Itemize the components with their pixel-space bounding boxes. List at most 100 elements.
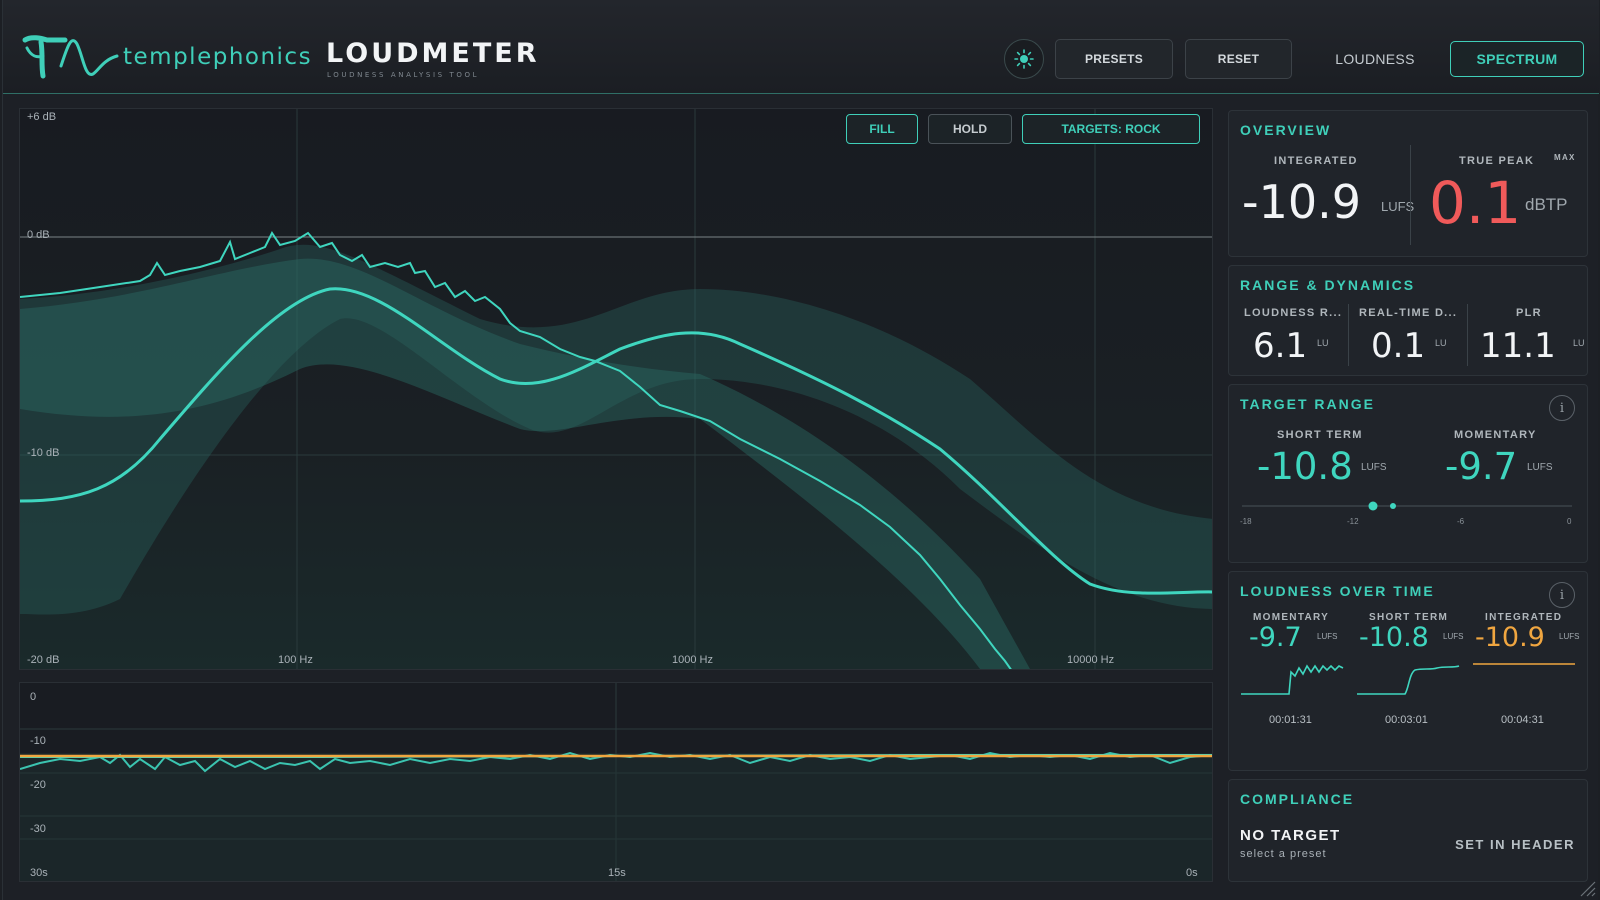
overview-divider [1410,145,1411,245]
true-peak-max-badge: MAX [1554,153,1576,162]
momentary-marker [1390,503,1396,509]
y-label-minus20: -20 dB [27,654,60,666]
lot-momentary-time: 00:01:31 [1269,714,1312,726]
x-label-10000hz: 10000 Hz [1067,654,1115,666]
target-curve [20,287,1212,595]
y-label-0db: 0 dB [27,229,50,241]
lot-short-term-label: SHORT TERM [1369,612,1449,623]
y-label-minus10: -10 dB [27,447,60,459]
lot-integrated-label: INTEGRATED [1485,612,1563,623]
momentary-unit: LUFS [1527,462,1553,473]
history-y-minus20: -20 [30,779,46,791]
target-inner-band [20,258,1030,669]
target-range-card: TARGET RANGE i SHORT TERM -10.8 LUFS MOM… [1228,384,1588,563]
lot-integrated-time: 00:04:31 [1501,714,1544,726]
momentary-history-line [20,751,1212,773]
realtime-dynamics-unit: LU [1435,338,1447,348]
info-icon: i [1559,587,1565,603]
history-y-0: 0 [30,691,37,703]
loudness-over-time-card: LOUDNESS OVER TIME i MOMENTARY -9.7 LUFS… [1228,571,1588,771]
target-range-info-button[interactable]: i [1549,395,1575,421]
loudness-over-time-title: LOUDNESS OVER TIME [1240,583,1435,599]
short-term-marker [1368,501,1378,511]
reset-button[interactable]: RESET [1185,39,1292,79]
x-label-100hz: 100 Hz [278,654,313,666]
scale-minus6: -6 [1457,517,1465,526]
fill-button[interactable]: FILL [846,114,918,144]
spectrum-analyzer[interactable]: +6 dB 0 dB -10 dB -20 dB 100 Hz 1000 Hz … [19,108,1213,670]
lot-momentary-value: -9.7 [1249,622,1302,653]
lot-momentary-unit: LUFS [1317,632,1338,641]
short-term-unit: LUFS [1361,462,1387,473]
range-dynamics-card: RANGE & DYNAMICS LOUDNESS R... 6.1 LU RE… [1228,265,1588,376]
product-title: LOUDMETER [326,38,540,69]
compliance-card: COMPLIANCE NO TARGET select a preset SET… [1228,779,1588,882]
integrated-unit: LUFS [1381,199,1415,214]
product-subtitle: LOUDNESS ANALYSIS TOOL [327,71,480,79]
lot-integrated-value: -10.9 [1475,622,1545,653]
scale-0: 0 [1567,517,1572,526]
true-peak-label: TRUE PEAK [1459,155,1535,167]
history-x-15s: 15s [608,867,626,879]
compliance-hint: select a preset [1240,848,1327,860]
integrated-sparkline [1473,663,1575,665]
tab-loudness[interactable]: LOUDNESS [1335,51,1415,67]
measured-spectrum-line [20,231,1012,669]
resize-grip-icon[interactable] [1577,878,1597,898]
plr-value: 11.1 [1480,326,1556,366]
history-x-0s: 0s [1186,867,1198,879]
loudness-over-time-info-button[interactable]: i [1549,582,1575,608]
momentary-value: -9.7 [1445,445,1518,488]
history-graph [20,683,1212,881]
target-range-slider[interactable] [1242,499,1582,513]
y-label-plus6: +6 dB [27,111,57,123]
short-term-label: SHORT TERM [1277,429,1363,441]
range-dynamics-title: RANGE & DYNAMICS [1240,277,1416,293]
momentary-sparkline [1241,664,1344,695]
presets-button[interactable]: PRESETS [1055,39,1173,79]
targets-button[interactable]: TARGETS: ROCK [1022,114,1200,144]
integrated-label: INTEGRATED [1274,155,1358,167]
plr-unit: LU [1573,338,1585,348]
true-peak-unit: dBTP [1525,195,1568,214]
set-in-header-link[interactable]: SET IN HEADER [1455,837,1575,852]
history-x-30s: 30s [30,867,48,879]
loudness-history-graph: 0 -10 -20 -30 30s 15s 0s [19,682,1213,882]
hold-button[interactable]: HOLD [928,114,1012,144]
plr-label: PLR [1516,307,1542,319]
target-range-title: TARGET RANGE [1240,396,1375,412]
spectrum-graph [20,109,1212,669]
x-label-1000hz: 1000 Hz [672,654,713,666]
scale-minus12: -12 [1347,517,1359,526]
sun-icon [1014,49,1034,69]
loudness-range-unit: LU [1317,338,1329,348]
tab-spectrum[interactable]: SPECTRUM [1450,41,1584,77]
history-y-minus10: -10 [30,735,46,747]
history-y-minus30: -30 [30,823,46,835]
overview-title: OVERVIEW [1240,122,1332,138]
lot-momentary-label: MOMENTARY [1253,612,1330,623]
realtime-dynamics-label: REAL-TIME D... [1359,307,1458,319]
integrated-value: -10.9 [1242,175,1362,229]
templephonics-logo-icon [22,35,119,79]
true-peak-value: 0.1 [1429,169,1522,237]
theme-toggle-button[interactable] [1004,39,1044,79]
realtime-dynamics-value: 0.1 [1371,326,1426,366]
lot-short-term-unit: LUFS [1443,632,1464,641]
header-bar: templephonics LOUDMETER LOUDNESS ANALYSI… [3,0,1599,94]
compliance-status: NO TARGET [1240,827,1341,844]
brand-name: templephonics [123,44,313,70]
momentary-label: MOMENTARY [1454,429,1537,441]
scale-minus18: -18 [1240,517,1252,526]
short-term-value: -10.8 [1257,445,1353,488]
rd-divider-2 [1467,304,1468,366]
rd-divider-1 [1348,304,1349,366]
compliance-title: COMPLIANCE [1240,791,1355,807]
loudness-range-value: 6.1 [1253,326,1308,366]
short-term-sparkline [1357,665,1460,695]
overview-card: OVERVIEW INTEGRATED -10.9 LUFS TRUE PEAK… [1228,110,1588,257]
info-icon: i [1559,400,1565,416]
target-range-band [20,244,1212,615]
loudness-range-label: LOUDNESS R... [1244,307,1343,319]
